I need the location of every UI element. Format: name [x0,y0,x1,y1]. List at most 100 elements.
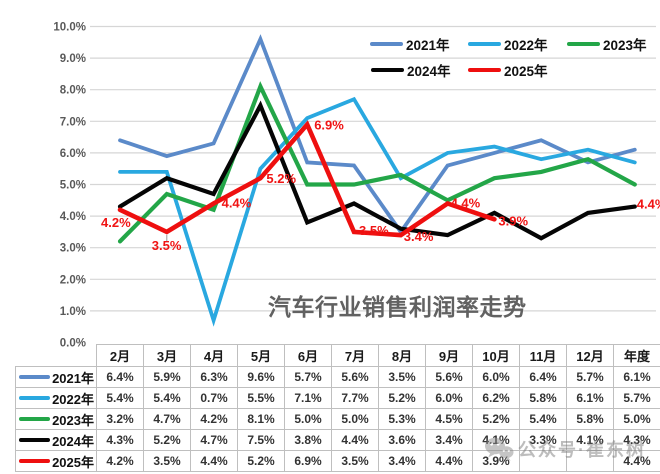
legend-swatch-2025 [468,67,501,72]
row-label-cell: 2024年 [15,429,97,451]
table-cell: 6.0% [472,366,520,388]
table-cell: 7.5% [237,429,285,451]
data-label-2025: 3.9% [498,213,528,228]
table-cell: 6.0% [425,387,473,409]
column-header-3月: 3月 [143,344,191,367]
row-series-swatch [19,459,51,463]
column-header-7月: 7月 [331,344,379,367]
table-cell: 4.2% [190,408,238,430]
row-series-label: 2021年 [52,370,94,386]
table-cell: 5.4% [96,387,144,409]
table-row-2022年: 2022年 5.4% 5.4% 0.7% 5.5% 7.1% 7.7% 5.2% 6.0% 6.2… [15,387,660,409]
y-axis-tick-label: 8.0% [60,85,86,97]
row-series-label: 2025年 [52,454,94,470]
column-header-年度: 年度 [613,344,660,367]
data-label-2025: 4.4% [222,196,252,211]
table-cell: 5.7% [284,366,332,388]
table-cell: 5.4% [519,408,567,430]
table-cell: 5.4% [143,387,191,409]
table-cell: 3.4% [378,450,426,472]
series-line-2025年 [117,120,497,238]
legend-swatch-2024 [371,67,404,72]
legend-item-2025: 2025年 [468,61,548,79]
column-header-8月: 8月 [378,344,426,367]
profit-margin-line-chart: 0.0% 1.0% 2.0% 3.0% 4.0% 5.0% 6.0% 7.0% 8.0% 9.0%… [53,22,660,350]
table-cell [566,450,614,472]
legend-item-2021: 2021年 [370,35,450,53]
data-label-2025: 4.2% [101,215,131,230]
legend-item-2022: 2022年 [468,35,548,53]
table-cell: 5.8% [519,387,567,409]
column-header-5月: 5月 [237,344,285,367]
y-axis-tick-label: 9.0% [60,53,86,65]
table-cell: 4.5% [425,408,473,430]
chart-title: 汽车行业销售利润率走势 [268,294,527,320]
column-header-2月: 2月 [96,344,144,367]
y-axis-tick-label: 4.0% [60,211,86,223]
table-cell: 5.0% [331,408,379,430]
table-cell: 4.4% [613,450,660,472]
table-cell: 4.4% [331,429,379,451]
table-cell: 3.2% [96,408,144,430]
table-row-2025年: 2025年 4.2% 3.5% 4.4% 5.2% 6.9% 3.5% 3.4% 4.4% 3.9… [15,450,660,472]
column-header-4月: 4月 [190,344,238,367]
table-cell: 5.9% [143,366,191,388]
table-row-2024年: 2024年 4.3% 5.2% 4.7% 7.5% 3.8% 4.4% 3.6% 3.4% 4.1… [15,429,660,451]
series-line-2022年 [118,96,637,327]
legend-label-2023: 2023年 [603,37,647,53]
table-cell: 7.1% [284,387,332,409]
column-header-12月: 12月 [566,344,614,367]
table-cell: 6.4% [519,366,567,388]
table-cell: 6.4% [96,366,144,388]
legend-label-2022: 2022年 [504,37,548,53]
table-cell: 3.5% [331,450,379,472]
y-axis-tick-label: 5.0% [60,180,86,192]
data-label-2025: 3.5% [359,223,389,238]
legend-item-2023: 2023年 [567,35,647,53]
y-axis-tick-label: 10.0% [53,22,86,34]
table-cell: 6.9% [284,450,332,472]
table-cell: 5.5% [237,387,285,409]
table-cell: 9.6% [237,366,285,388]
table-cell: 7.7% [331,387,379,409]
data-table: 2月 3月 4月 5月 6月 7月 8月 9月 10月 11月 12月 年度 2021年 6.4% 5.9%… [15,344,660,472]
row-label-cell: 2025年 [15,450,97,472]
table-row-2023年: 2023年 3.2% 4.7% 4.2% 8.1% 5.0% 5.0% 5.3% 4.5% 5.2… [15,408,660,430]
table-cell: 4.2% [96,450,144,472]
legend-swatch-2021 [370,41,403,46]
table-cell: 5.7% [613,387,660,409]
y-axis-tick-label: 0.0% [60,338,86,350]
row-label-cell: 2023年 [15,408,97,430]
table-cell: 5.2% [378,387,426,409]
row-label-cell: 2022年 [15,387,97,409]
table-cell: 8.1% [237,408,285,430]
data-label-2025: 4.4% [637,197,660,212]
table-cell: 5.2% [472,408,520,430]
column-header-10月: 10月 [472,344,520,367]
table-cell: 5.8% [566,408,614,430]
legend-item-2024: 2024年 [371,61,451,79]
row-label-cell: 2021年 [15,366,97,388]
data-table-wrap: 2月 3月 4月 5月 6月 7月 8月 9月 10月 11月 12月 年度 2021年 6.4% 5.9%… [15,344,660,472]
column-header-9月: 9月 [425,344,473,367]
legend-label-2024: 2024年 [407,63,451,79]
data-label-2025: 4.4% [451,196,481,211]
table-cell: 6.2% [472,387,520,409]
table-cell: 5.0% [613,408,660,430]
table-cell [519,450,567,472]
table-cell: 3.4% [425,429,473,451]
table-cell: 4.1% [566,429,614,451]
table-cell: 5.2% [237,450,285,472]
table-cell: 3.9% [472,450,520,472]
table-cell: 4.7% [190,429,238,451]
table-cell: 4.4% [190,450,238,472]
table-row-2021年: 2021年 6.4% 5.9% 6.3% 9.6% 5.7% 5.6% 3.5% 5.6% 6.0… [15,366,660,388]
table-cell: 4.1% [472,429,520,451]
y-axis-tick-label: 2.0% [60,274,86,286]
y-axis-tick-label: 1.0% [60,306,86,318]
series-line-2021年 [118,34,637,236]
table-cell: 4.3% [96,429,144,451]
data-label-2025: 5.2% [266,171,296,186]
data-label-2025: 3.4% [404,229,434,244]
legend-swatch-2022 [468,41,501,46]
